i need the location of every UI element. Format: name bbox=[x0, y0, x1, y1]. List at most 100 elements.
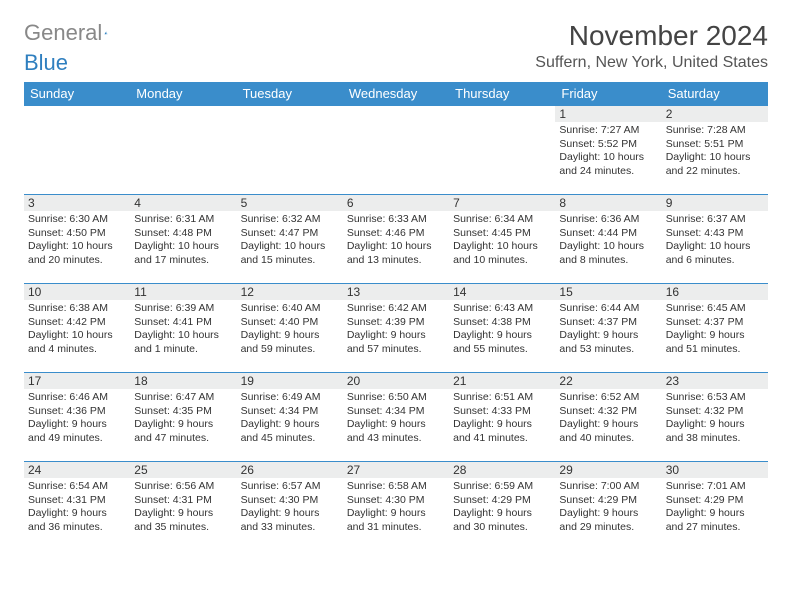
calendar-week: 24 Sunrise: 6:54 AMSunset: 4:31 PMDayligh… bbox=[24, 462, 768, 551]
day-info: Sunrise: 7:01 AMSunset: 4:29 PMDaylight:… bbox=[666, 480, 764, 535]
calendar-cell: 8 Sunrise: 6:36 AMSunset: 4:44 PMDaylight… bbox=[555, 195, 661, 284]
calendar-week: 17 Sunrise: 6:46 AMSunset: 4:36 PMDayligh… bbox=[24, 373, 768, 462]
calendar-cell bbox=[343, 106, 449, 195]
logo-sail-icon bbox=[104, 22, 108, 44]
day-info: Sunrise: 7:00 AMSunset: 4:29 PMDaylight:… bbox=[559, 480, 657, 535]
day-number: 9 bbox=[662, 195, 768, 211]
day-number: 11 bbox=[130, 284, 236, 300]
calendar-cell: 27 Sunrise: 6:58 AMSunset: 4:30 PMDayligh… bbox=[343, 462, 449, 551]
day-number: 7 bbox=[449, 195, 555, 211]
calendar-cell: 24 Sunrise: 6:54 AMSunset: 4:31 PMDayligh… bbox=[24, 462, 130, 551]
day-number: 16 bbox=[662, 284, 768, 300]
day-number: 30 bbox=[662, 462, 768, 478]
day-info: Sunrise: 6:56 AMSunset: 4:31 PMDaylight:… bbox=[134, 480, 232, 535]
calendar-cell: 5 Sunrise: 6:32 AMSunset: 4:47 PMDaylight… bbox=[237, 195, 343, 284]
day-info: Sunrise: 6:32 AMSunset: 4:47 PMDaylight:… bbox=[241, 213, 339, 268]
day-info: Sunrise: 6:34 AMSunset: 4:45 PMDaylight:… bbox=[453, 213, 551, 268]
day-info: Sunrise: 6:39 AMSunset: 4:41 PMDaylight:… bbox=[134, 302, 232, 357]
day-number: 28 bbox=[449, 462, 555, 478]
day-info: Sunrise: 6:33 AMSunset: 4:46 PMDaylight:… bbox=[347, 213, 445, 268]
day-info: Sunrise: 7:28 AMSunset: 5:51 PMDaylight:… bbox=[666, 124, 764, 179]
day-number: 29 bbox=[555, 462, 661, 478]
calendar-cell: 3Sunrise: 6:30 AMSunset: 4:50 PMDaylight… bbox=[24, 195, 130, 284]
dow-header: Saturday bbox=[662, 82, 768, 106]
calendar-table: SundayMondayTuesdayWednesdayThursdayFrid… bbox=[24, 82, 768, 550]
calendar-cell bbox=[237, 106, 343, 195]
calendar-cell: 6 Sunrise: 6:33 AMSunset: 4:46 PMDaylight… bbox=[343, 195, 449, 284]
calendar-cell: 1 Sunrise: 7:27 AMSunset: 5:52 PMDaylight… bbox=[555, 106, 661, 195]
day-info: Sunrise: 6:45 AMSunset: 4:37 PMDaylight:… bbox=[666, 302, 764, 357]
day-info: Sunrise: 6:52 AMSunset: 4:32 PMDaylight:… bbox=[559, 391, 657, 446]
calendar-cell: 7 Sunrise: 6:34 AMSunset: 4:45 PMDaylight… bbox=[449, 195, 555, 284]
day-number: 6 bbox=[343, 195, 449, 211]
calendar-cell: 4 Sunrise: 6:31 AMSunset: 4:48 PMDaylight… bbox=[130, 195, 236, 284]
calendar-cell: 14 Sunrise: 6:43 AMSunset: 4:38 PMDayligh… bbox=[449, 284, 555, 373]
calendar-cell: 2Sunrise: 7:28 AMSunset: 5:51 PMDaylight… bbox=[662, 106, 768, 195]
calendar-cell: 12 Sunrise: 6:40 AMSunset: 4:40 PMDayligh… bbox=[237, 284, 343, 373]
day-number: 1 bbox=[555, 106, 661, 122]
calendar-cell: 28Sunrise: 6:59 AMSunset: 4:29 PMDayligh… bbox=[449, 462, 555, 551]
day-info: Sunrise: 6:42 AMSunset: 4:39 PMDaylight:… bbox=[347, 302, 445, 357]
day-info: Sunrise: 7:27 AMSunset: 5:52 PMDaylight:… bbox=[559, 124, 657, 179]
day-number: 17 bbox=[24, 373, 130, 389]
calendar-cell bbox=[130, 106, 236, 195]
calendar-cell: 21Sunrise: 6:51 AMSunset: 4:33 PMDayligh… bbox=[449, 373, 555, 462]
calendar-cell: 25 Sunrise: 6:56 AMSunset: 4:31 PMDayligh… bbox=[130, 462, 236, 551]
dow-header: Monday bbox=[130, 82, 236, 106]
calendar-cell: 10Sunrise: 6:38 AMSunset: 4:42 PMDayligh… bbox=[24, 284, 130, 373]
day-info: Sunrise: 6:36 AMSunset: 4:44 PMDaylight:… bbox=[559, 213, 657, 268]
logo-text-1: General bbox=[24, 20, 102, 46]
calendar-cell: 18 Sunrise: 6:47 AMSunset: 4:35 PMDayligh… bbox=[130, 373, 236, 462]
dow-header: Sunday bbox=[24, 82, 130, 106]
calendar-cell: 22 Sunrise: 6:52 AMSunset: 4:32 PMDayligh… bbox=[555, 373, 661, 462]
day-info: Sunrise: 6:58 AMSunset: 4:30 PMDaylight:… bbox=[347, 480, 445, 535]
day-info: Sunrise: 6:43 AMSunset: 4:38 PMDaylight:… bbox=[453, 302, 551, 357]
dow-header: Tuesday bbox=[237, 82, 343, 106]
day-number: 19 bbox=[237, 373, 343, 389]
day-info: Sunrise: 6:49 AMSunset: 4:34 PMDaylight:… bbox=[241, 391, 339, 446]
day-number: 27 bbox=[343, 462, 449, 478]
day-number: 8 bbox=[555, 195, 661, 211]
day-number: 15 bbox=[555, 284, 661, 300]
calendar-cell: 16 Sunrise: 6:45 AMSunset: 4:37 PMDayligh… bbox=[662, 284, 768, 373]
day-number: 25 bbox=[130, 462, 236, 478]
day-info: Sunrise: 6:37 AMSunset: 4:43 PMDaylight:… bbox=[666, 213, 764, 268]
day-number: 13 bbox=[343, 284, 449, 300]
day-number: 4 bbox=[130, 195, 236, 211]
dow-header: Wednesday bbox=[343, 82, 449, 106]
day-info: Sunrise: 6:44 AMSunset: 4:37 PMDaylight:… bbox=[559, 302, 657, 357]
calendar-body: 1 Sunrise: 7:27 AMSunset: 5:52 PMDaylight… bbox=[24, 106, 768, 551]
calendar-week: 10Sunrise: 6:38 AMSunset: 4:42 PMDayligh… bbox=[24, 284, 768, 373]
calendar-cell: 13 Sunrise: 6:42 AMSunset: 4:39 PMDayligh… bbox=[343, 284, 449, 373]
day-info: Sunrise: 6:38 AMSunset: 4:42 PMDaylight:… bbox=[28, 302, 126, 357]
day-number: 26 bbox=[237, 462, 343, 478]
day-info: Sunrise: 6:40 AMSunset: 4:40 PMDaylight:… bbox=[241, 302, 339, 357]
day-info: Sunrise: 6:54 AMSunset: 4:31 PMDaylight:… bbox=[28, 480, 126, 535]
calendar-week: 1 Sunrise: 7:27 AMSunset: 5:52 PMDaylight… bbox=[24, 106, 768, 195]
day-number: 14 bbox=[449, 284, 555, 300]
location: Suffern, New York, United States bbox=[535, 54, 768, 72]
day-info: Sunrise: 6:47 AMSunset: 4:35 PMDaylight:… bbox=[134, 391, 232, 446]
day-info: Sunrise: 6:30 AMSunset: 4:50 PMDaylight:… bbox=[28, 213, 126, 268]
logo: General bbox=[24, 20, 128, 46]
day-number: 12 bbox=[237, 284, 343, 300]
calendar-week: 3Sunrise: 6:30 AMSunset: 4:50 PMDaylight… bbox=[24, 195, 768, 284]
day-number: 20 bbox=[343, 373, 449, 389]
dow-header: Friday bbox=[555, 82, 661, 106]
title-block: November 2024 Suffern, New York, United … bbox=[535, 20, 768, 72]
calendar-cell: 26Sunrise: 6:57 AMSunset: 4:30 PMDayligh… bbox=[237, 462, 343, 551]
calendar-cell bbox=[24, 106, 130, 195]
calendar-cell: 11 Sunrise: 6:39 AMSunset: 4:41 PMDayligh… bbox=[130, 284, 236, 373]
day-info: Sunrise: 6:31 AMSunset: 4:48 PMDaylight:… bbox=[134, 213, 232, 268]
day-info: Sunrise: 6:46 AMSunset: 4:36 PMDaylight:… bbox=[28, 391, 126, 446]
logo-text-2: Blue bbox=[24, 50, 68, 76]
day-number: 18 bbox=[130, 373, 236, 389]
calendar-header: SundayMondayTuesdayWednesdayThursdayFrid… bbox=[24, 82, 768, 106]
day-number: 24 bbox=[24, 462, 130, 478]
calendar-cell: 19 Sunrise: 6:49 AMSunset: 4:34 PMDayligh… bbox=[237, 373, 343, 462]
day-number: 5 bbox=[237, 195, 343, 211]
day-info: Sunrise: 6:51 AMSunset: 4:33 PMDaylight:… bbox=[453, 391, 551, 446]
day-number: 22 bbox=[555, 373, 661, 389]
month-title: November 2024 bbox=[535, 20, 768, 52]
calendar-cell: 17 Sunrise: 6:46 AMSunset: 4:36 PMDayligh… bbox=[24, 373, 130, 462]
